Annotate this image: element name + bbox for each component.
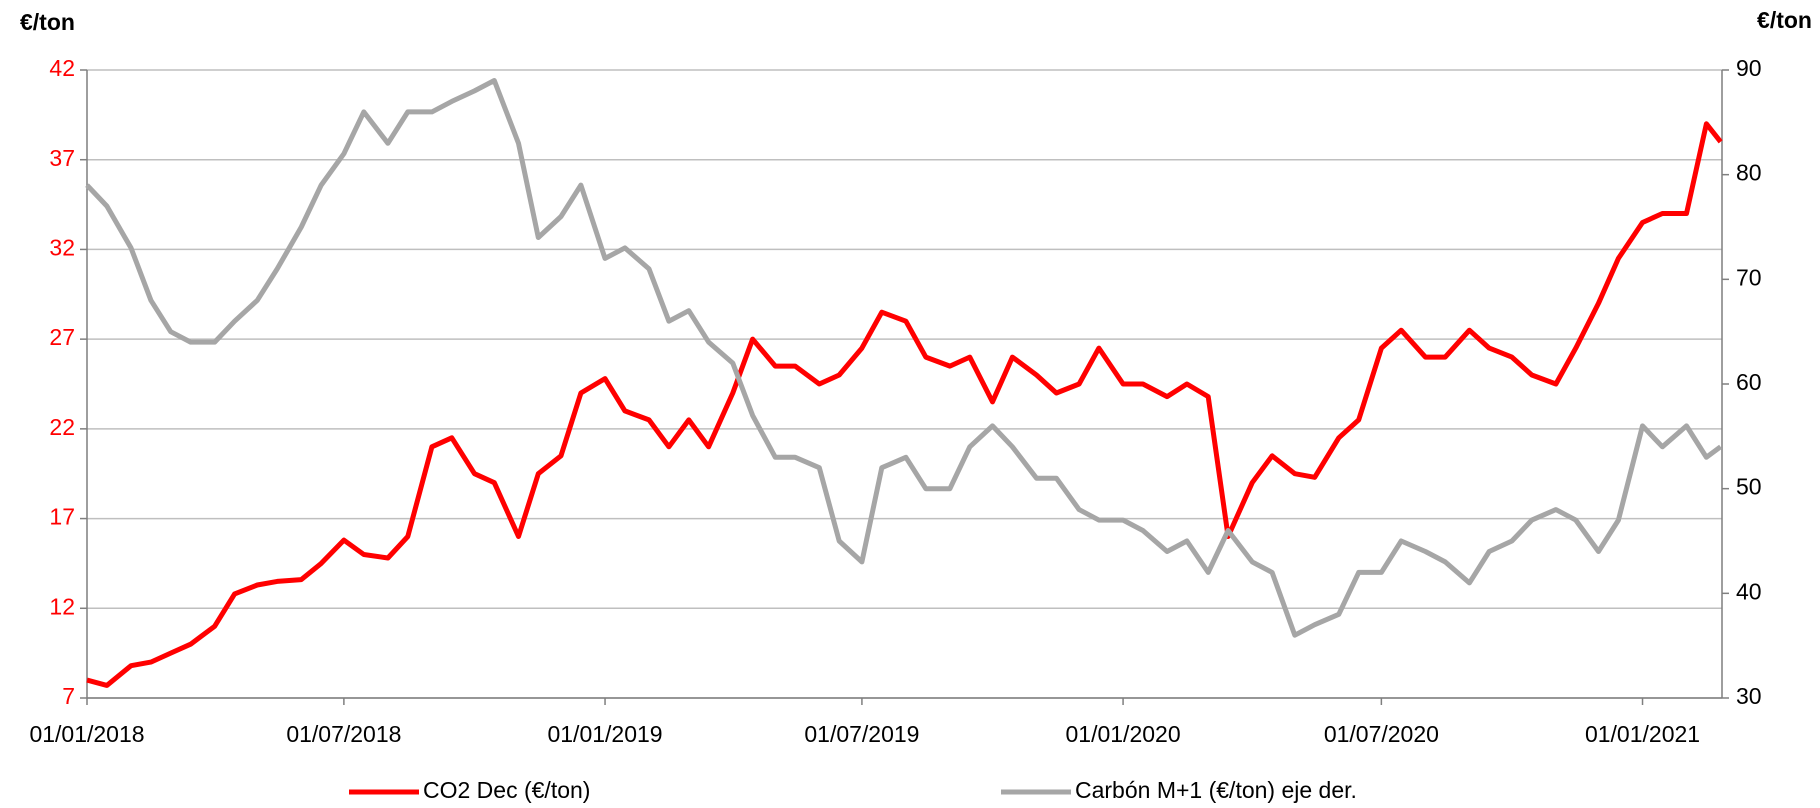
- x-tick-label: 01/07/2018: [286, 721, 401, 747]
- y2-tick-label: 70: [1736, 264, 1762, 290]
- y-tick-label: 37: [49, 145, 75, 171]
- legend-label: CO2 Dec (€/ton): [423, 777, 590, 803]
- x-tick-label: 01/01/2018: [29, 721, 144, 747]
- x-tick-label: 01/01/2021: [1585, 721, 1700, 747]
- left-axis-unit: €/ton: [20, 9, 75, 35]
- legend-label: Carbón M+1 (€/ton) eje der.: [1075, 777, 1357, 803]
- x-tick-label: 01/07/2019: [804, 721, 919, 747]
- y-tick-label: 27: [49, 324, 75, 350]
- series-line: [86, 121, 1723, 688]
- y2-tick-label: 30: [1736, 683, 1762, 709]
- x-tick-label: 01/01/2020: [1066, 721, 1181, 747]
- series-line: [85, 78, 1723, 638]
- y-tick-label: 17: [49, 504, 75, 530]
- y-tick-label: 42: [49, 55, 75, 81]
- y2-tick-label: 90: [1736, 55, 1762, 81]
- y-tick-label: 12: [49, 593, 75, 619]
- y-tick-label: 22: [49, 414, 75, 440]
- x-tick-label: 01/01/2019: [547, 721, 662, 747]
- y2-tick-label: 40: [1736, 578, 1762, 604]
- y2-tick-label: 50: [1736, 474, 1762, 500]
- y2-tick-label: 80: [1736, 160, 1762, 186]
- right-axis-unit: €/ton: [1757, 7, 1812, 33]
- y-tick-label: 32: [49, 235, 75, 261]
- y2-tick-label: 60: [1736, 369, 1762, 395]
- y-tick-label: 7: [62, 683, 75, 709]
- x-tick-label: 01/07/2020: [1324, 721, 1439, 747]
